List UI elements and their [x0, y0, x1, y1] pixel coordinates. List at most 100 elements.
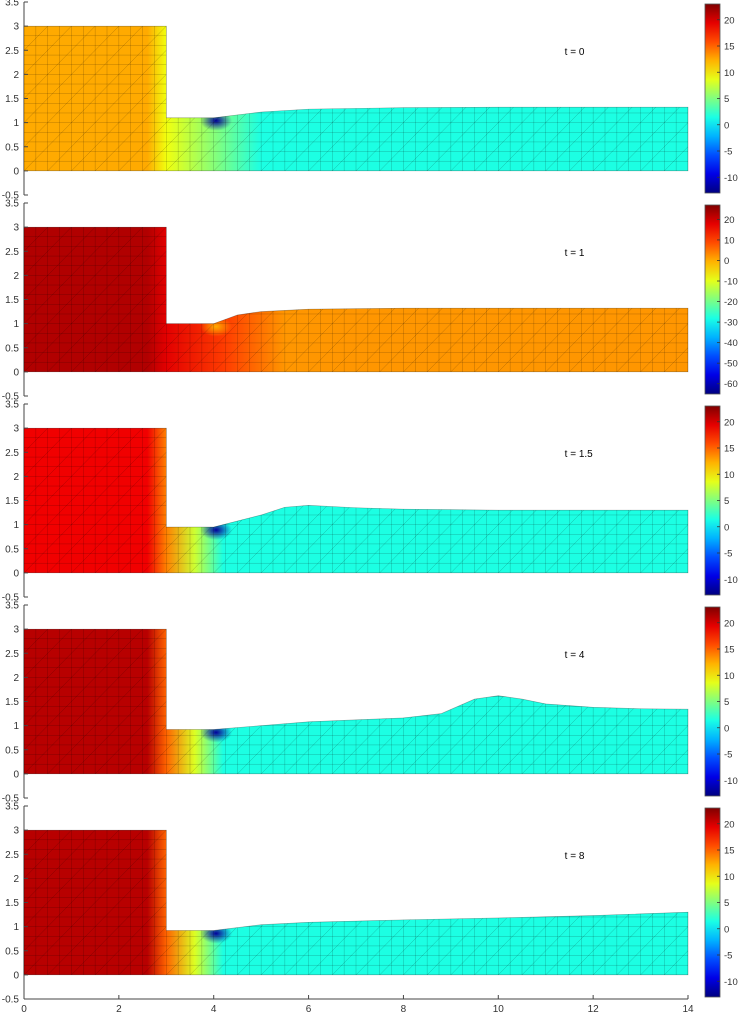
x-tick-label: 4 [211, 1004, 217, 1015]
y-tick-label: 3 [13, 625, 19, 636]
colorbar-tick-label: -10 [724, 776, 738, 787]
colorbar-tick-label: 15 [724, 444, 735, 455]
panel-3: -0.5 0 0.5 1 1.5 2 2.5 3 3.5 t = 1.5 -10 -5 0 5 10 15 20 [2, 400, 738, 604]
hotspot [200, 520, 233, 541]
y-tick-label: 2.5 [5, 46, 19, 57]
x-tick-label: 12 [588, 1004, 600, 1015]
x-tick-label: 0 [21, 1004, 27, 1015]
y-tick-label: 1 [13, 721, 19, 732]
colorbar-tick-label: -30 [724, 318, 738, 329]
colorbar-tick-label: 0 [724, 522, 729, 533]
y-tick-label: 1.5 [5, 295, 19, 306]
colorbar-tick-label: 20 [724, 15, 735, 26]
y-tick-label: 3 [13, 223, 19, 234]
colorbar-tick-label: 0 [724, 924, 729, 935]
y-tick-label: 3.5 [5, 199, 19, 210]
panel-5: -0.5 0 0.5 1 1.5 2 2.5 3 3.5 t = 8 -10 -5 0 5 10 15 20 [2, 802, 738, 1006]
y-tick-label: 1 [13, 520, 19, 531]
colorbar-tick-label: -10 [724, 977, 738, 988]
y-tick-label: 3 [13, 22, 19, 33]
colorbar-tick-label: -50 [724, 359, 738, 370]
colorbar-tick-label: 20 [724, 618, 735, 629]
colorbar-tick-label: 10 [724, 235, 735, 246]
y-tick-label: 3.5 [5, 0, 19, 9]
colorbar-tick-label: 20 [724, 215, 735, 226]
time-label: t = 0 [565, 47, 585, 58]
y-tick-label: -0.5 [2, 392, 20, 403]
y-tick-label: 0 [13, 166, 19, 177]
colorbar-tick-label: -40 [724, 338, 738, 349]
y-tick-label: 0 [13, 769, 19, 780]
colorbar-tick-label: -60 [724, 379, 738, 390]
colorbar: -60 -50 -40 -30 -20 -10 0 10 20 [704, 204, 738, 395]
colorbar-tick-label: 5 [724, 898, 729, 909]
colorbar-tick-label: -5 [724, 750, 732, 761]
colorbar-scale [704, 204, 721, 395]
y-tick-label: 2.5 [5, 448, 19, 459]
y-tick-label: -0.5 [2, 593, 20, 604]
x-tick-label: 14 [682, 1004, 694, 1015]
y-tick-label: 3.5 [5, 802, 19, 813]
x-tick-label: 2 [116, 1004, 122, 1015]
y-tick-label: -0.5 [2, 794, 20, 805]
time-label: t = 1.5 [565, 449, 594, 460]
y-tick-label: 1.5 [5, 94, 19, 105]
colorbar-tick-label: 0 [724, 256, 729, 267]
colorbar-tick-label: 20 [724, 417, 735, 428]
y-tick-label: 2 [13, 472, 19, 483]
colorbar-tick-label: 15 [724, 645, 735, 656]
colorbar-tick-label: 15 [724, 846, 735, 857]
y-tick-label: -0.5 [2, 191, 20, 202]
y-tick-label: 0.5 [5, 745, 19, 756]
y-tick-label: 1.5 [5, 697, 19, 708]
y-tick-label: 0.5 [5, 142, 19, 153]
y-tick-label: 2.5 [5, 850, 19, 861]
colorbar-tick-label: 0 [724, 120, 729, 131]
y-tick-label: 3 [13, 826, 19, 837]
colorbar: -10 -5 0 5 10 15 20 [704, 807, 738, 998]
domain-outline [23, 829, 689, 976]
colorbar: -10 -5 0 5 10 15 20 [704, 3, 738, 194]
colorbar-tick-label: -10 [724, 575, 738, 586]
y-tick-label: 0 [13, 568, 19, 579]
y-tick-label: 0 [13, 970, 19, 981]
y-tick-label: 0.5 [5, 343, 19, 354]
panel-4: -0.5 0 0.5 1 1.5 2 2.5 3 3.5 t = 4 -10 -5 0 5 10 15 20 [2, 601, 738, 805]
colorbar-tick-label: -5 [724, 951, 732, 962]
hotspot [200, 923, 233, 944]
colorbar-tick-label: -5 [724, 147, 732, 158]
colorbar-tick-label: 15 [724, 42, 735, 53]
colorbar-tick-label: 5 [724, 496, 729, 507]
x-tick-label: 6 [306, 1004, 312, 1015]
domain-outline [23, 628, 689, 775]
y-tick-label: 1 [13, 922, 19, 933]
x-axis: 0 2 4 6 8 10 12 14 [21, 995, 694, 1015]
colorbar-tick-label: 0 [724, 723, 729, 734]
y-tick-label: 3.5 [5, 400, 19, 411]
panel-1: -0.5 0 0.5 1 1.5 2 2.5 3 3.5 t = 0 -10 -5 0 5 10 15 20 [2, 0, 738, 202]
colorbar-tick-label: 5 [724, 697, 729, 708]
colorbar-tick-label: 5 [724, 94, 729, 105]
colorbar: -10 -5 0 5 10 15 20 [704, 405, 738, 596]
colorbar: -10 -5 0 5 10 15 20 [704, 606, 738, 797]
y-tick-label: 3.5 [5, 601, 19, 612]
y-tick-label: 1.5 [5, 898, 19, 909]
y-tick-label: 2 [13, 70, 19, 81]
time-label: t = 4 [565, 650, 585, 661]
colorbar-tick-label: 10 [724, 470, 735, 481]
y-tick-label: 2 [13, 673, 19, 684]
domain-outline [23, 25, 689, 172]
domain-outline [23, 427, 689, 574]
y-tick-label: 1.5 [5, 496, 19, 507]
y-tick-label: 1 [13, 319, 19, 330]
hotspot [200, 722, 233, 743]
colorbar-tick-label: 20 [724, 819, 735, 830]
y-tick-label: 2 [13, 271, 19, 282]
colorbar-tick-label: -5 [724, 549, 732, 560]
panel-2: -0.5 0 0.5 1 1.5 2 2.5 3 3.5 t = 1 -60 -50 -40 -30 -20… [2, 199, 738, 403]
colorbar-tick-label: -20 [724, 297, 738, 308]
x-tick-label: 10 [493, 1004, 505, 1015]
x-tick-label: 8 [401, 1004, 407, 1015]
y-tick-label: -0.5 [2, 995, 20, 1006]
